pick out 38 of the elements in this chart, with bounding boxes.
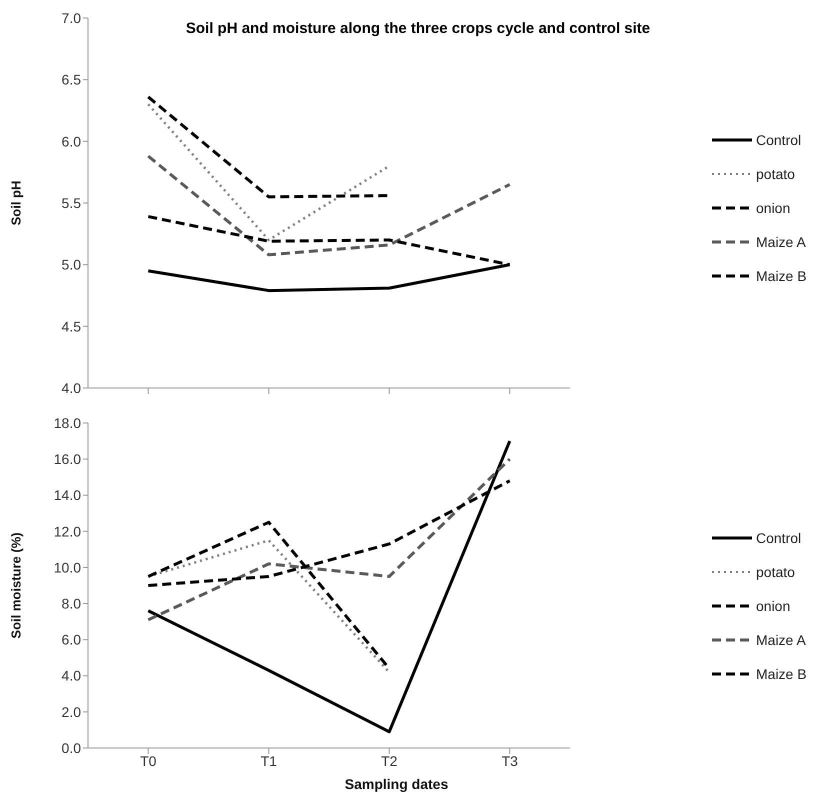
y-tick-label: 12.0: [54, 523, 82, 540]
y-tick-label: 5.5: [62, 194, 82, 211]
y-tick-label: 4.0: [62, 380, 82, 396]
y-tick-label: 6.0: [62, 632, 82, 648]
legend-label: Control: [756, 132, 802, 148]
line-series: [146, 154, 512, 256]
legend-label: Control: [756, 530, 802, 546]
y-tick-label: 14.0: [54, 487, 82, 504]
legend-label: potato: [756, 564, 795, 580]
y-axis-title: Soil pH: [8, 180, 24, 226]
y-tick-label: 8.0: [62, 596, 82, 612]
y-tick-label: 16.0: [54, 451, 82, 468]
line-series: [146, 458, 512, 622]
y-tick-label: 18.0: [54, 414, 82, 431]
x-tick-label: T1: [260, 752, 278, 769]
y-tick-label: 10.0: [54, 559, 82, 576]
x-tick-label: T0: [140, 752, 157, 769]
y-tick-label: 5.0: [62, 256, 82, 273]
legend-label: Maize A: [756, 234, 806, 250]
y-axis-title: Soil moisture (%): [8, 532, 24, 639]
legend-label: Maize B: [756, 268, 807, 284]
y-tick-label: 0.0: [62, 740, 82, 756]
y-tick-label: 2.0: [62, 704, 82, 720]
x-tick-label: T2: [381, 752, 398, 769]
y-tick-label: 4.0: [62, 668, 82, 684]
y-tick-label: 4.5: [62, 318, 82, 334]
x-axis-title: Sampling dates: [344, 776, 450, 792]
legend-label: onion: [756, 598, 790, 614]
y-tick-label: 7.0: [62, 10, 82, 26]
legend-label: potato: [756, 166, 795, 182]
legend-label: Maize B: [756, 666, 807, 682]
line-series: [146, 440, 512, 734]
legend-label: onion: [756, 200, 790, 216]
legend-label: Maize A: [756, 632, 806, 648]
y-tick-label: 6.0: [62, 133, 82, 150]
y-tick-label: 6.5: [62, 72, 82, 88]
chart-title: Soil pH and moisture along the three crops cycle and control site: [184, 20, 652, 37]
x-tick-label: T3: [502, 752, 518, 769]
